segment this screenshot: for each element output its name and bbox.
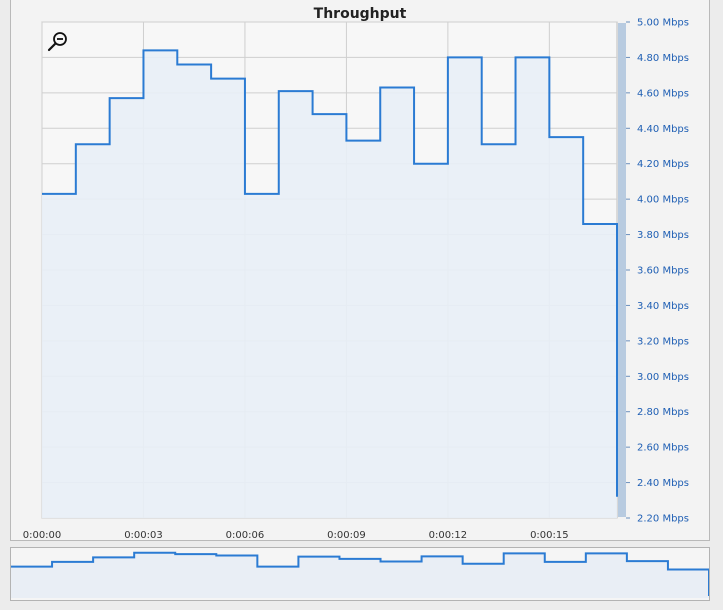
y-axis-scrollbar[interactable] bbox=[618, 23, 626, 517]
x-tick-label: 0:00:09 bbox=[327, 530, 366, 541]
overview-strip[interactable] bbox=[10, 547, 710, 601]
x-tick-label: 0:00:15 bbox=[530, 530, 569, 541]
x-tick-label: 0:00:03 bbox=[124, 530, 163, 541]
y-tick-label: 5.00 Mbps bbox=[637, 18, 689, 29]
y-tick-label: 3.40 Mbps bbox=[637, 301, 689, 312]
y-tick-label: 3.20 Mbps bbox=[637, 336, 689, 347]
y-tick-label: 3.80 Mbps bbox=[637, 230, 689, 241]
y-tick-label: 2.60 Mbps bbox=[637, 443, 689, 454]
zoom-out-icon[interactable] bbox=[47, 30, 69, 52]
y-tick-label: 2.40 Mbps bbox=[637, 478, 689, 489]
x-tick-label: 0:00:12 bbox=[429, 530, 468, 541]
x-tick-label: 0:00:06 bbox=[226, 530, 265, 541]
chart-title: Throughput bbox=[313, 6, 407, 22]
x-tick-label: 0:00:00 bbox=[23, 530, 62, 541]
overview-line bbox=[11, 551, 710, 596]
y-tick-label: 4.20 Mbps bbox=[637, 159, 689, 170]
series-area-fill bbox=[42, 50, 617, 518]
throughput-chart: 5.00 Mbps 4.80 Mbps 4.60 Mbps 4.40 Mbps 4.20… bbox=[23, 18, 689, 542]
y-tick-label: 3.60 Mbps bbox=[637, 266, 689, 277]
y-tick-label: 4.40 Mbps bbox=[637, 124, 689, 135]
y-tick-label: 2.20 Mbps bbox=[637, 514, 689, 525]
y-tick-label: 2.80 Mbps bbox=[637, 407, 689, 418]
y-tick-label: 3.00 Mbps bbox=[637, 372, 689, 383]
y-tick-label: 4.60 Mbps bbox=[637, 88, 689, 99]
y-tick-label: 4.80 Mbps bbox=[637, 53, 689, 64]
overview-fill bbox=[11, 552, 709, 598]
series-line[interactable] bbox=[42, 49, 618, 497]
y-tick-label: 4.00 Mbps bbox=[637, 195, 689, 206]
overview-chart[interactable] bbox=[11, 548, 710, 600]
